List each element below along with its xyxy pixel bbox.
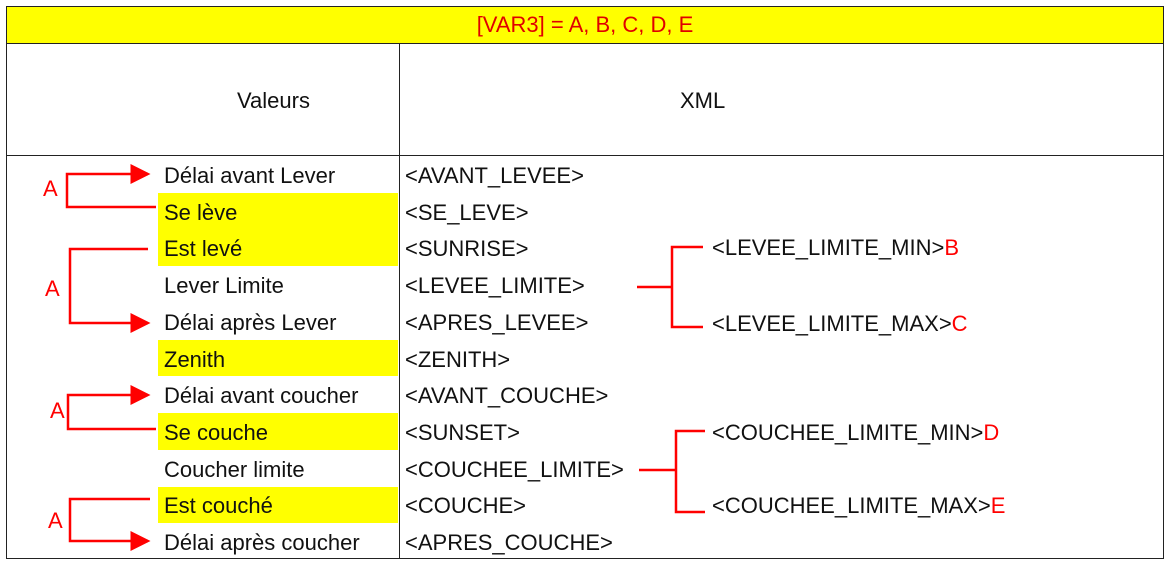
row-value: Se lève [164,199,238,225]
row-xml: <SUNRISE> [405,236,529,262]
arrow-label-a: A [45,276,60,301]
row-value: Zenith [164,346,226,372]
header-values: Valeurs [237,88,310,113]
row-xml: <COUCHEE_LIMITE> [405,456,624,482]
bracket-arrow [66,385,156,431]
highlight-rise [158,193,398,266]
highlight-set-done [158,487,398,523]
row-xml: <LEVEE_LIMITE> [405,273,585,299]
arrow-label-a: A [48,508,63,533]
row-xml: <APRES_LEVEE> [405,309,589,335]
couchee-bracket [639,429,705,514]
column-divider [399,44,400,559]
limit-levee-min: <LEVEE_LIMITE_MIN>B [712,235,960,260]
row-xml: <COUCHE> [405,493,527,519]
bracket-arrow [68,247,151,333]
row-xml: <ZENITH> [405,346,511,372]
row-xml: <SUNSET> [405,419,520,445]
row-value: Délai avant coucher [164,383,359,409]
highlight-set [158,413,398,450]
row-value: Délai avant Lever [164,163,336,188]
row-xml: <AVANT_COUCHE> [405,383,609,409]
row-value: Est couché [164,493,273,519]
title: [VAR3] = A, B, C, D, E [476,12,694,37]
bracket-arrow [68,497,151,551]
row-value: Lever Limite [164,273,284,299]
bracket-arrow [65,164,156,209]
row-value: Délai après coucher [164,530,360,555]
row-value: Se couche [164,419,268,445]
row-value: Est levé [164,236,243,262]
header-divider [6,155,1164,156]
limit-levee-max: <LEVEE_LIMITE_MAX>C [712,311,968,336]
limit-couchee-max: <COUCHEE_LIMITE_MAX>E [712,493,1006,518]
highlight-zenith [158,340,398,376]
table-frame [6,6,1164,559]
header-xml: XML [680,88,726,113]
row-xml: <APRES_COUCHE> [405,530,613,555]
limit-couchee-min: <COUCHEE_LIMITE_MIN>D [712,420,1000,445]
levee-bracket [637,245,703,329]
row-xml: <SE_LEVE> [405,199,529,225]
row-value: Coucher limite [164,456,305,482]
arrow-label-a: A [43,176,58,201]
row-xml: <AVANT_LEVEE> [405,163,584,188]
row-value: Délai après Lever [164,309,337,335]
arrow-label-a: A [50,398,65,423]
title-bar: [VAR3] = A, B, C, D, E [6,6,1164,44]
